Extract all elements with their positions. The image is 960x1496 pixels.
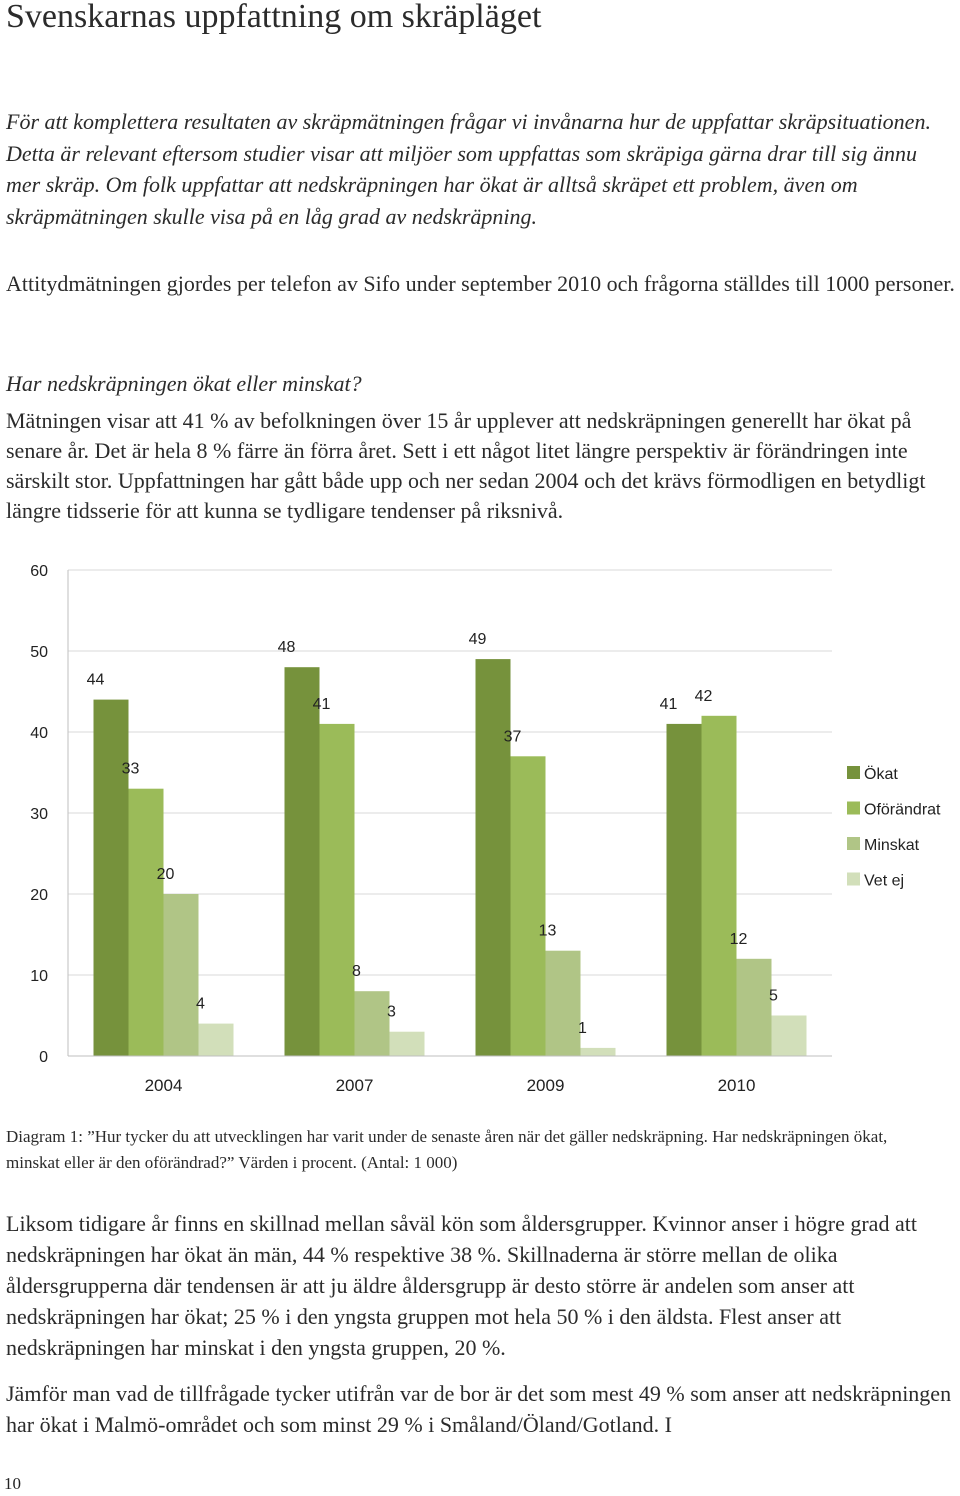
bar-2009-3 xyxy=(580,1047,616,1056)
x-tick-label: 2009 xyxy=(527,1076,565,1095)
x-tick-label: 2007 xyxy=(336,1076,374,1095)
y-tick-label: 20 xyxy=(30,887,48,904)
bar-2010-1 xyxy=(701,715,737,1056)
legend-label: Minskat xyxy=(864,837,920,854)
data-label: 3 xyxy=(387,1004,396,1021)
data-label: 49 xyxy=(469,631,487,648)
y-tick-label: 40 xyxy=(30,725,48,742)
data-label: 41 xyxy=(660,696,678,713)
data-label: 5 xyxy=(769,988,778,1005)
question-heading: Har nedskräpningen ökat eller minskat? xyxy=(6,371,362,396)
bar-2007-0 xyxy=(284,667,320,1056)
data-label: 37 xyxy=(504,728,522,745)
bar-2004-0 xyxy=(93,699,129,1056)
bar-2009-1 xyxy=(510,756,546,1056)
y-tick-label: 60 xyxy=(30,563,48,580)
bar-2007-2 xyxy=(354,991,390,1056)
data-label: 48 xyxy=(278,639,296,656)
bar-2004-1 xyxy=(128,788,164,1056)
legend-label: Ökat xyxy=(864,765,898,783)
data-label: 44 xyxy=(87,672,105,689)
data-label: 13 xyxy=(539,923,557,940)
body-paragraph-gender-age: Liksom tidigare år finns en skillnad mel… xyxy=(6,1211,917,1360)
bar-2004-2 xyxy=(163,894,199,1056)
legend-label: Vet ej xyxy=(864,873,904,890)
x-tick-label: 2004 xyxy=(145,1076,183,1095)
data-label: 20 xyxy=(157,866,175,883)
y-tick-label: 50 xyxy=(30,644,48,661)
chart-bars xyxy=(93,659,807,1056)
y-tick-label: 10 xyxy=(30,968,48,985)
bar-2010-2 xyxy=(736,958,772,1056)
bar-2009-0 xyxy=(475,659,511,1056)
page-number: 10 xyxy=(4,1474,21,1493)
data-label: 33 xyxy=(122,761,140,778)
method-paragraph: Attitydmätningen gjordes per telefon av … xyxy=(6,271,955,296)
y-tick-label: 0 xyxy=(39,1049,48,1066)
data-label: 8 xyxy=(352,963,361,980)
bar-2004-3 xyxy=(198,1023,234,1056)
bar-2010-0 xyxy=(666,723,702,1056)
intro-paragraph: För att komplettera resultaten av skräpm… xyxy=(6,109,931,229)
x-tick-label: 2010 xyxy=(718,1076,756,1095)
data-label: 41 xyxy=(313,696,331,713)
legend-swatch xyxy=(847,801,860,815)
bar-chart: 44 33 20 4 48 41 8 3 49 37 13 1 41 42 12 5 0 10 20 30 40 50 6… xyxy=(30,563,941,1095)
bar-2007-3 xyxy=(389,1031,425,1056)
data-label: 12 xyxy=(730,931,748,948)
data-label: 42 xyxy=(695,688,713,705)
page-title: Svenskarnas uppfattning om skräpläget xyxy=(6,0,542,35)
body-paragraph-region: Jämför man vad de tillfrågade tycker uti… xyxy=(6,1381,952,1437)
chart-caption: Diagram 1: ”Hur tycker du att utveckling… xyxy=(6,1127,888,1172)
legend-swatch xyxy=(847,872,860,886)
bar-2007-1 xyxy=(319,723,355,1056)
legend-swatch xyxy=(847,766,860,779)
chart-legend: Ökat Oförändrat Minskat Vet ej xyxy=(847,765,941,890)
bar-2009-2 xyxy=(545,950,581,1056)
data-label: 1 xyxy=(578,1020,587,1037)
data-label: 4 xyxy=(196,996,205,1013)
legend-swatch xyxy=(847,837,860,850)
y-tick-label: 30 xyxy=(30,806,48,823)
chart-axes: 0 10 20 30 40 50 60 2004 2007 2009 2010 xyxy=(30,563,832,1095)
bar-2010-3 xyxy=(771,1015,807,1056)
chart-data-labels: 44 33 20 4 48 41 8 3 49 37 13 1 41 42 12 5 xyxy=(87,631,778,1037)
legend-label: Oförändrat xyxy=(864,802,941,819)
finding-paragraph: Mätningen visar att 41 % av befolkningen… xyxy=(6,408,926,523)
